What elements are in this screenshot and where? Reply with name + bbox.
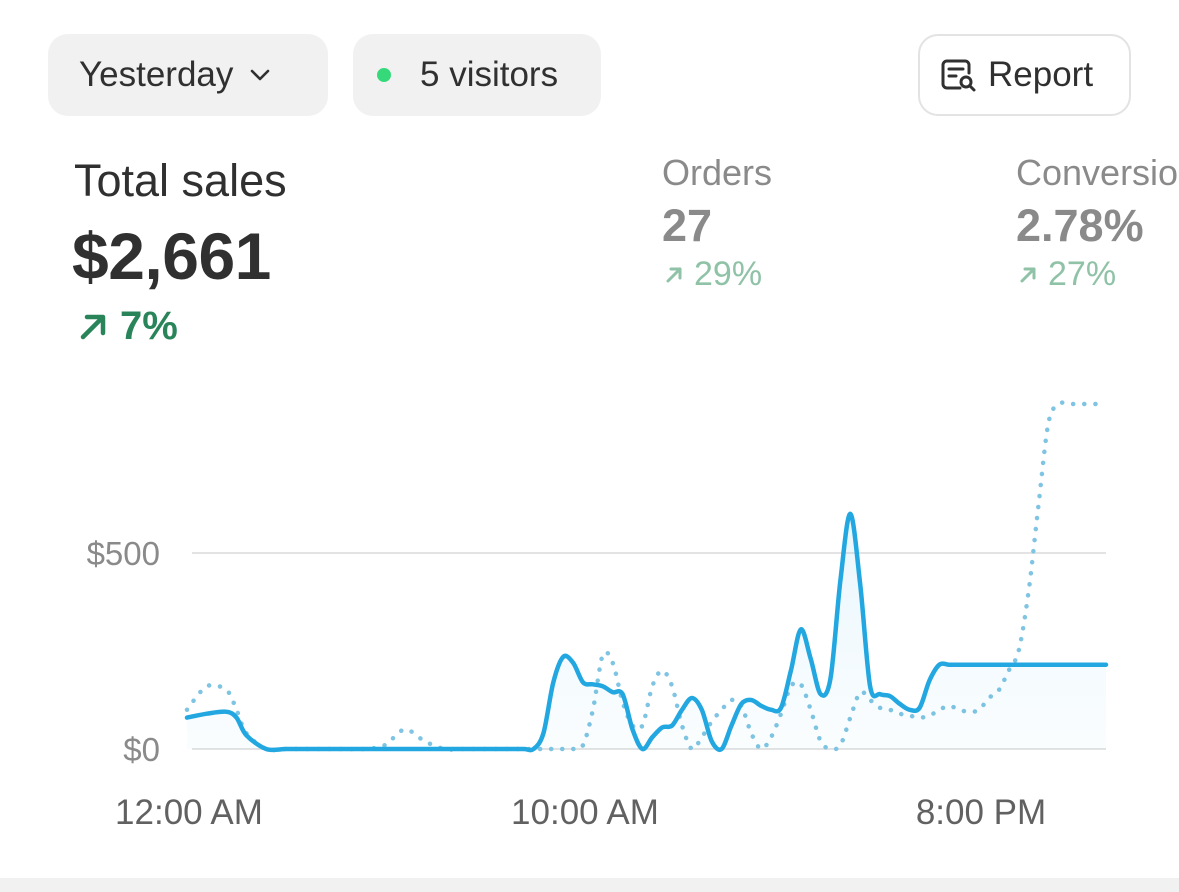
visitors-label: 5 visitors bbox=[420, 55, 559, 94]
report-search-icon bbox=[941, 59, 976, 92]
x-tick-label: 10:00 AM bbox=[511, 793, 659, 832]
date-range-button[interactable]: Yesterday bbox=[48, 34, 328, 116]
total-sales-delta-value: 7% bbox=[120, 304, 178, 348]
orders-label[interactable]: Orders bbox=[662, 152, 773, 193]
current-period-line bbox=[184, 511, 1109, 753]
x-tick-label: 12:00 AM bbox=[115, 793, 263, 832]
conversion-delta: 27% bbox=[1016, 255, 1116, 294]
chevron-down-icon bbox=[251, 69, 270, 81]
report-label: Report bbox=[988, 55, 1094, 94]
live-visitors-button[interactable]: 5 visitors bbox=[353, 34, 601, 116]
series-area-fill bbox=[187, 513, 1106, 751]
arrow-up-right-icon bbox=[80, 314, 106, 339]
y-tick-label: $500 bbox=[87, 535, 160, 572]
orders-delta: 29% bbox=[662, 255, 762, 294]
report-button[interactable]: Report bbox=[918, 34, 1131, 116]
conversion-value: 2.78% bbox=[1016, 200, 1144, 251]
conversion-delta-value: 27% bbox=[1048, 255, 1117, 293]
arrow-up-right-icon bbox=[1020, 267, 1036, 282]
bottom-divider bbox=[0, 878, 1179, 892]
x-tick-label: 8:00 PM bbox=[916, 793, 1046, 832]
y-tick-label: $0 bbox=[123, 731, 160, 768]
conversion-label[interactable]: Conversion bbox=[1016, 152, 1179, 193]
live-status-dot bbox=[377, 68, 391, 82]
date-range-label: Yesterday bbox=[79, 55, 234, 94]
total-sales-value: $2,661 bbox=[72, 219, 271, 293]
total-sales-delta: 7% bbox=[74, 304, 178, 349]
orders-value: 27 bbox=[662, 200, 713, 251]
arrow-up-right-icon bbox=[666, 267, 682, 282]
orders-delta-value: 29% bbox=[694, 255, 763, 293]
total-sales-label[interactable]: Total sales bbox=[74, 155, 287, 206]
